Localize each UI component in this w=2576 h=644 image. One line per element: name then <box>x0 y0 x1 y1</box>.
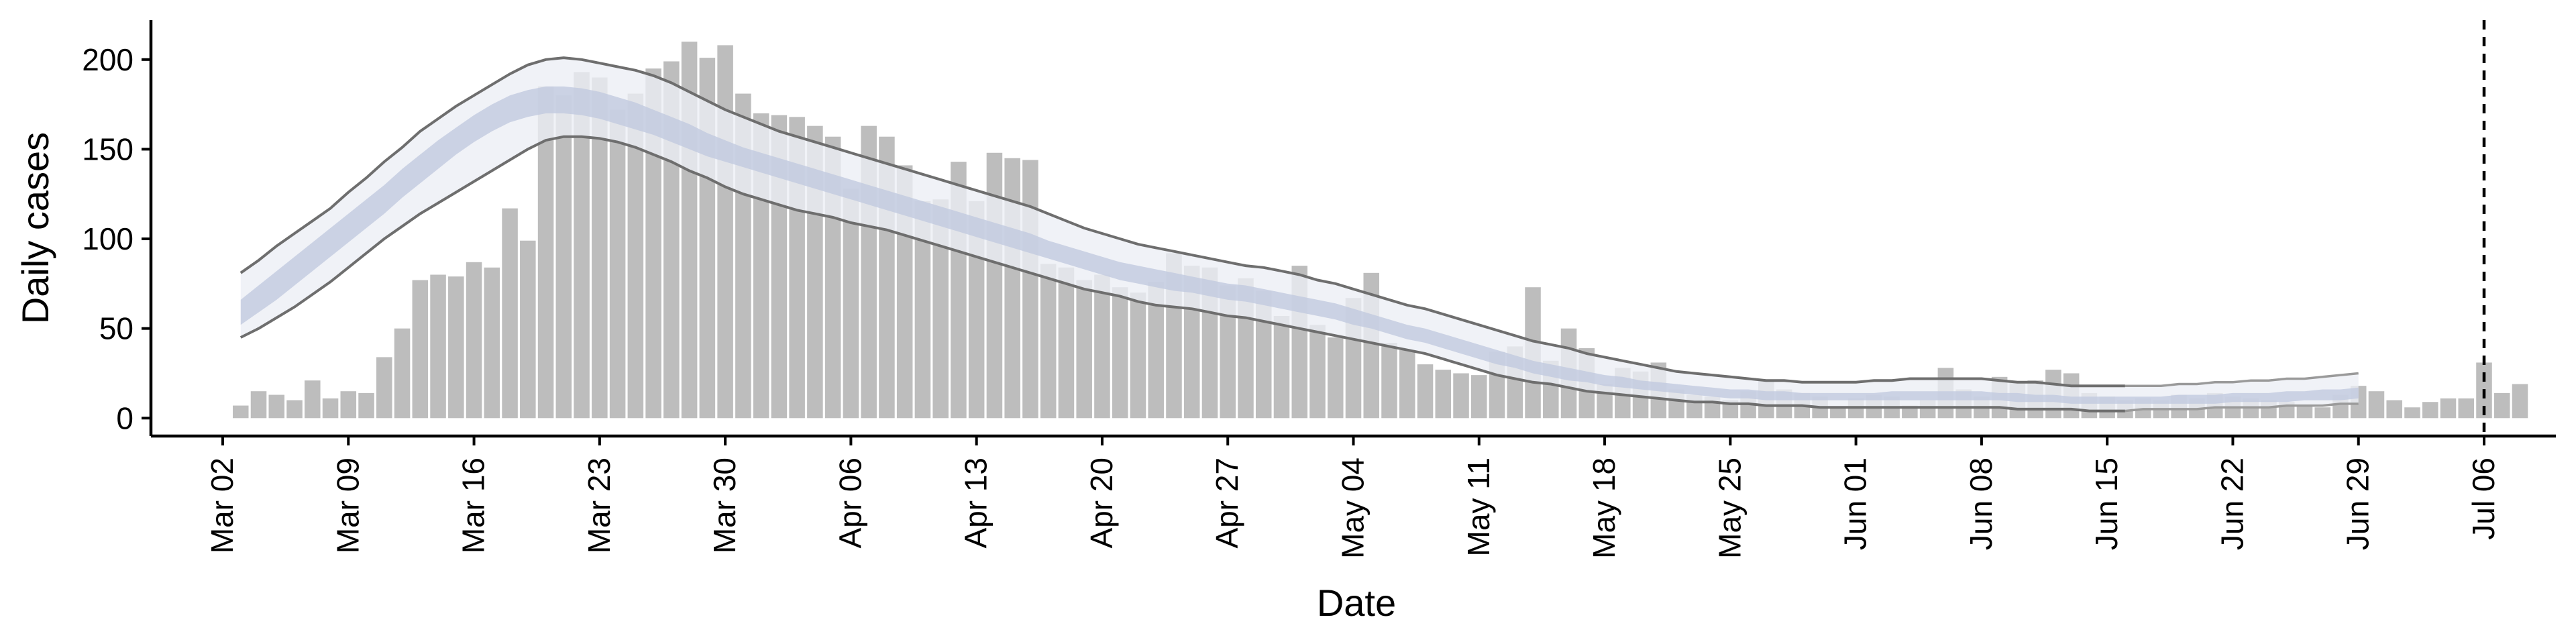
x-tick-label: Mar 09 <box>330 458 365 553</box>
x-tick-label: May 04 <box>1336 458 1371 559</box>
bar <box>1327 337 1344 419</box>
x-tick-label: May 25 <box>1712 458 1747 559</box>
bar <box>358 392 374 419</box>
bar <box>717 45 733 419</box>
bar <box>843 189 859 419</box>
x-tick-label: Jun 29 <box>2341 458 2375 550</box>
lower-bound-line <box>239 135 2125 413</box>
bar <box>520 240 536 419</box>
outer-interval-band <box>240 58 2359 411</box>
y-tick-label: 50 <box>99 311 133 346</box>
bar <box>2404 407 2420 419</box>
x-tick-label: Jul 06 <box>2466 458 2501 540</box>
x-tick-label: Jun 15 <box>2089 458 2124 550</box>
bar <box>537 86 554 419</box>
bar <box>1471 375 1487 419</box>
x-tick-label: Mar 30 <box>707 458 742 553</box>
bar <box>1273 315 1290 419</box>
bar <box>502 208 518 419</box>
bar <box>1004 158 1020 419</box>
bar <box>412 280 429 419</box>
bar <box>2458 398 2475 419</box>
bar <box>484 267 500 419</box>
inner-interval-band <box>240 86 2359 404</box>
y-tick-label: 200 <box>82 42 133 77</box>
bar <box>627 93 644 419</box>
x-tick-label: Jun 01 <box>1838 458 1873 550</box>
bar <box>2296 405 2313 419</box>
bar <box>932 199 949 419</box>
bar <box>2368 391 2385 419</box>
upper-bound-tail-line <box>2125 372 2359 387</box>
x-tick-label: Apr 27 <box>1210 458 1244 549</box>
x-tick-label: Apr 13 <box>959 458 994 549</box>
bar <box>1902 405 1918 419</box>
bar <box>2440 398 2457 419</box>
x-tick-label: Mar 23 <box>582 458 616 553</box>
y-tick-label: 150 <box>82 131 133 166</box>
x-tick-label: Mar 16 <box>456 458 491 553</box>
bar <box>340 391 357 419</box>
bar <box>2512 384 2528 419</box>
upper-bound-line <box>239 56 2125 388</box>
x-tick-label: Mar 02 <box>205 458 239 553</box>
bar <box>1309 325 1326 419</box>
x-tick-label: Jun 22 <box>2214 458 2249 550</box>
bar <box>250 391 267 419</box>
bar <box>376 357 392 419</box>
bar <box>914 201 931 419</box>
bar <box>1076 280 1092 419</box>
bar <box>574 72 590 419</box>
axes: 0 50 100 150 200 Mar 02 Mar 09 Mar 16 Mar 23 Mar … <box>82 20 2556 559</box>
bar <box>986 152 1003 419</box>
bar <box>448 276 464 419</box>
bar <box>1381 343 1397 419</box>
lower-bound-tail-line <box>2125 402 2359 413</box>
bar <box>1058 267 1075 419</box>
x-tick-label: Apr 06 <box>833 458 867 549</box>
y-axis-title: Daily cases <box>14 132 56 324</box>
bar <box>466 262 482 419</box>
bar <box>1112 287 1128 419</box>
bar <box>1830 407 1846 419</box>
bar <box>232 405 249 419</box>
bar <box>2386 400 2402 419</box>
bar <box>268 394 285 419</box>
bar <box>1220 285 1236 419</box>
bar <box>1130 292 1146 419</box>
x-axis-title: Date <box>1317 582 1396 624</box>
bar <box>1148 282 1164 419</box>
estimate-bands <box>239 56 2359 413</box>
bar <box>430 274 446 419</box>
bar <box>394 328 411 419</box>
bar <box>2314 407 2330 419</box>
y-tick-label: 0 <box>116 400 133 435</box>
bar <box>592 77 608 419</box>
x-tick-label: Jun 08 <box>1964 458 1998 550</box>
bar <box>2422 402 2438 419</box>
bar <box>1040 264 1057 419</box>
bar <box>555 95 572 419</box>
bar <box>1453 373 1469 419</box>
x-tick-label: Apr 20 <box>1084 458 1119 549</box>
x-tick-label: May 11 <box>1461 458 1496 556</box>
y-tick-label: 100 <box>82 221 133 256</box>
bar <box>1094 274 1110 419</box>
bar <box>1417 364 1434 419</box>
bar <box>1399 350 1415 419</box>
x-tick-label: May 18 <box>1587 458 1621 559</box>
bar <box>1435 370 1452 419</box>
bar <box>2493 392 2510 419</box>
bar <box>305 380 321 419</box>
bar <box>609 109 626 419</box>
bar <box>322 398 339 419</box>
bar <box>1022 160 1038 419</box>
bar <box>286 400 303 419</box>
